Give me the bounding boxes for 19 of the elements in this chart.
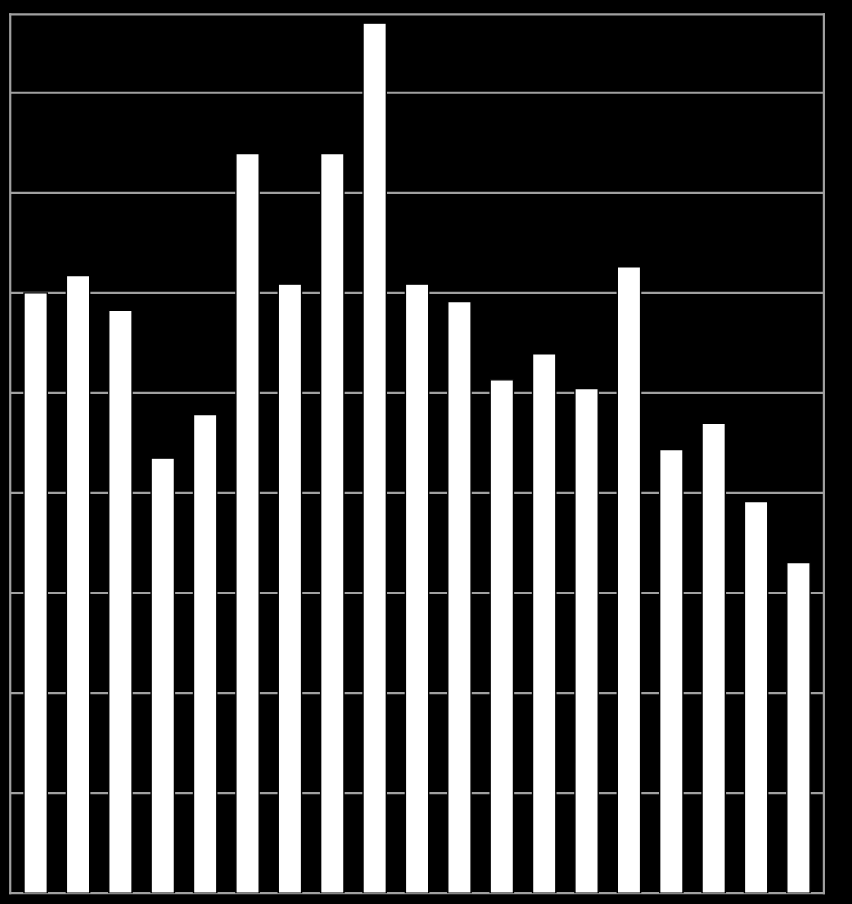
bar <box>23 292 48 894</box>
bar <box>786 561 811 894</box>
bar <box>616 266 642 894</box>
bar <box>574 387 599 894</box>
bar <box>277 283 303 894</box>
bar <box>701 422 727 894</box>
bar <box>65 274 91 894</box>
bar <box>447 300 472 894</box>
bar <box>743 500 769 894</box>
bar <box>150 457 176 894</box>
bar <box>489 379 515 894</box>
bar <box>319 152 345 894</box>
bar <box>404 283 430 894</box>
bar <box>658 448 684 894</box>
bar <box>531 353 557 894</box>
bar <box>192 413 218 894</box>
bar <box>362 22 388 894</box>
bar <box>108 309 133 894</box>
bar <box>235 152 260 894</box>
